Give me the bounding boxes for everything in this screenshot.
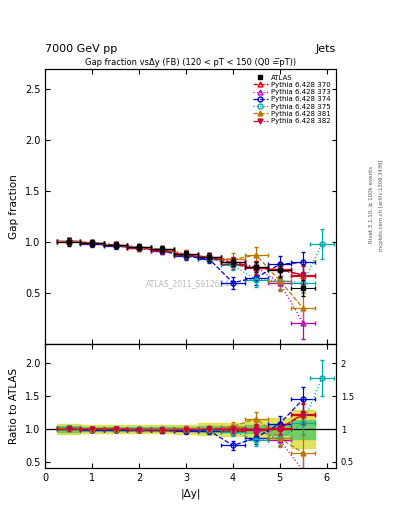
Legend: ATLAS, Pythia 6.428 370, Pythia 6.428 373, Pythia 6.428 374, Pythia 6.428 375, P: ATLAS, Pythia 6.428 370, Pythia 6.428 37… xyxy=(251,73,332,126)
Text: Jets: Jets xyxy=(316,44,336,54)
X-axis label: |Δy|: |Δy| xyxy=(180,489,201,499)
Y-axis label: Ratio to ATLAS: Ratio to ATLAS xyxy=(9,368,19,444)
Text: Rivet 3.1.10, ≥ 100k events: Rivet 3.1.10, ≥ 100k events xyxy=(369,166,374,243)
Title: Gap fraction vsΔy (FB) (120 < pT < 150 (Q0 =̅pT)): Gap fraction vsΔy (FB) (120 < pT < 150 (… xyxy=(85,58,296,67)
Text: 7000 GeV pp: 7000 GeV pp xyxy=(45,44,118,54)
Y-axis label: Gap fraction: Gap fraction xyxy=(9,174,19,239)
Text: ATLAS_2011_S9126244: ATLAS_2011_S9126244 xyxy=(146,279,235,288)
Text: mcplots.cern.ch [arXiv:1306.3436]: mcplots.cern.ch [arXiv:1306.3436] xyxy=(379,159,384,250)
